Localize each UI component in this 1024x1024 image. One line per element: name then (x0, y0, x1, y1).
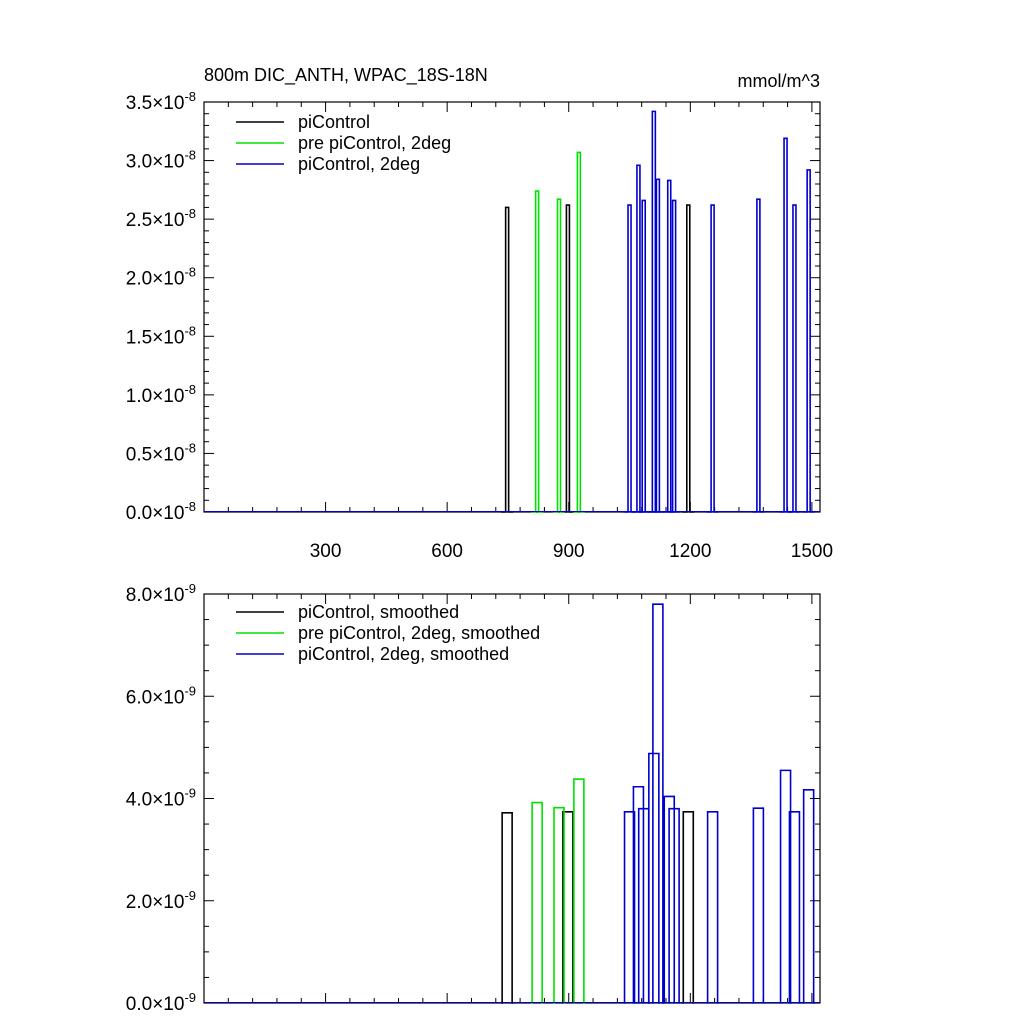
y-tick-label: 0.0×10-8 (126, 499, 196, 524)
spike (623, 810, 636, 1004)
spike (552, 806, 566, 1004)
legend-entry: piControl, 2deg, smoothed (298, 644, 509, 664)
spike (651, 603, 664, 1004)
y-tick-label: 1.0×10-8 (126, 382, 196, 407)
x-tick-label: 900 (553, 541, 585, 562)
spike (802, 169, 815, 513)
spike (682, 204, 695, 513)
x-tick-label: 300 (310, 541, 342, 562)
spike (647, 110, 660, 513)
legend-entry: pre piControl, 2deg, smoothed (298, 623, 540, 643)
spike (779, 137, 792, 513)
y-tick-label: 8.0×10-9 (126, 581, 196, 606)
y-tick-label: 0.5×10-8 (126, 440, 196, 465)
spike (637, 199, 650, 513)
y-tick-label: 4.0×10-9 (126, 786, 196, 811)
legend-entry: piControl, smoothed (298, 602, 459, 622)
spike (572, 778, 585, 1004)
spike (651, 178, 664, 513)
spike (623, 204, 636, 513)
spike (632, 785, 645, 1004)
y-tick-label: 1.5×10-8 (126, 323, 196, 348)
spike (752, 807, 765, 1004)
spike (552, 198, 566, 513)
x-tick-label: 1200 (669, 541, 711, 562)
y-tick-label: 6.0×10-9 (126, 683, 196, 708)
x-tick-label: 600 (431, 541, 463, 562)
spike (788, 204, 801, 513)
panel-2: 0.0×10-9 2.0×10-9 4.0×10-9 6.0×10-9 8.0×10-9… (126, 581, 821, 1015)
spike (788, 810, 801, 1004)
legend-entry: pre piControl, 2deg (298, 133, 451, 153)
spike (572, 151, 585, 513)
spike (531, 190, 544, 513)
series-2 (204, 151, 820, 513)
spike (501, 812, 514, 1004)
spike (802, 789, 815, 1004)
spike (501, 206, 514, 513)
spike (668, 199, 681, 513)
spike (668, 807, 681, 1004)
spike (531, 801, 544, 1004)
legend-entry: piControl (298, 112, 370, 132)
units-label: mmol/m^3 (738, 71, 820, 91)
x-tick-label: 1500 (791, 541, 833, 562)
series-3 (204, 603, 820, 1004)
plot-frame (203, 101, 821, 513)
y-tick-label: 2.0×10-9 (126, 888, 196, 913)
y-tick-label: 2.0×10-8 (126, 265, 196, 290)
spike (752, 198, 765, 513)
series-3 (204, 110, 820, 513)
y-tick-label: 3.0×10-8 (126, 148, 196, 173)
y-tick-label: 3.5×10-8 (126, 89, 196, 114)
legend-entry: piControl, 2deg (298, 154, 420, 174)
spike (706, 204, 719, 513)
chart-title: 800m DIC_ANTH, WPAC_18S-18N (204, 65, 488, 86)
spike (561, 204, 575, 513)
spike (663, 795, 676, 1004)
spike (779, 769, 792, 1004)
spike (663, 179, 676, 513)
spike (647, 752, 660, 1004)
series-1 (204, 204, 820, 513)
y-tick-label: 0.0×10-9 (126, 990, 196, 1015)
panel-1: 800m DIC_ANTH, WPAC_18S-18N mmol/m^3 300 60… (126, 65, 833, 562)
spike (682, 810, 695, 1004)
series-1 (204, 810, 820, 1004)
y-tick-label: 2.5×10-8 (126, 206, 196, 231)
spike (706, 810, 719, 1004)
